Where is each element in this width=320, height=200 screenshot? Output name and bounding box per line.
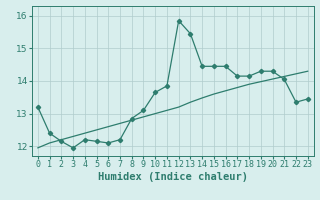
X-axis label: Humidex (Indice chaleur): Humidex (Indice chaleur) — [98, 172, 248, 182]
